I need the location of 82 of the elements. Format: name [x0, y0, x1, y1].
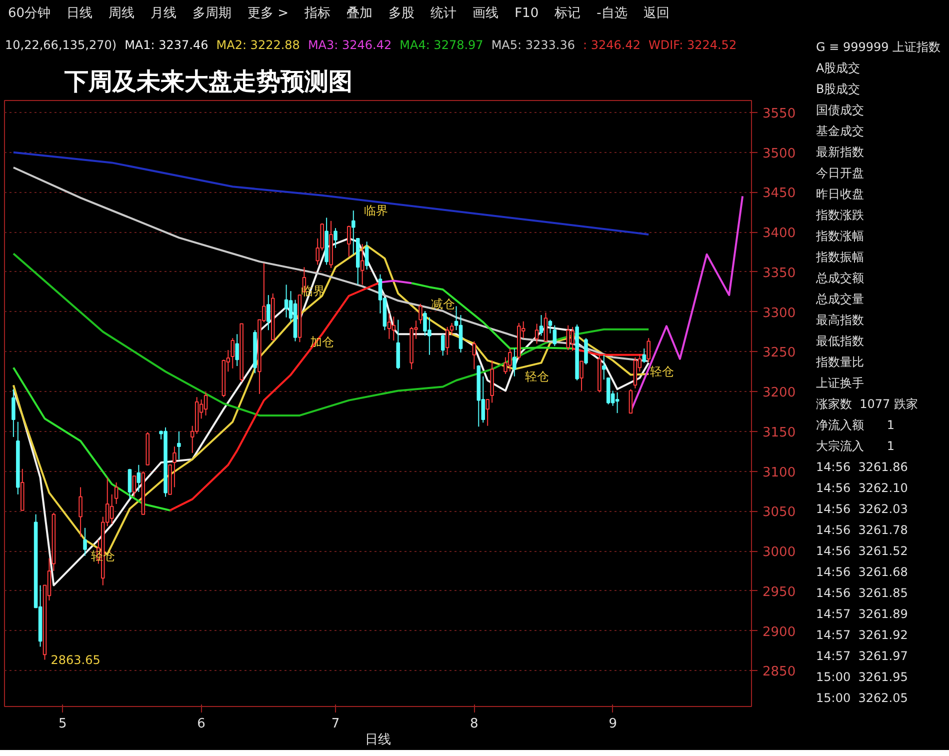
text: 指数涨幅 [816, 228, 865, 245]
text: 10,22,66,135,270) [5, 38, 117, 52]
chart-title: 下周及未来大盘走势预测图 [64, 68, 352, 96]
text: MA3: 3246.42 [308, 38, 392, 52]
text: : 3246.42 [583, 38, 640, 52]
y-tick-label: 3400 [762, 226, 796, 242]
y-tick-label: 3350 [762, 266, 796, 281]
x-tick-label: 6 [197, 716, 206, 732]
text: 指数涨跌 [816, 207, 865, 224]
y-tick-label: 3550 [762, 106, 796, 122]
annotation: 临界 [364, 204, 388, 218]
y-tick-label: 3000 [762, 545, 796, 560]
x-tick-label: 5 [58, 716, 67, 732]
annotation: 轻仓 [524, 369, 549, 384]
text: 上证换手 [816, 375, 865, 392]
text: 指标 [304, 6, 331, 21]
text: MA2: 3222.88 [216, 38, 300, 52]
text: 14:56 3261.68 [816, 564, 909, 581]
text: 今日开盘 [816, 165, 865, 182]
y-tick-label: 3450 [762, 186, 796, 202]
text: 总成交额 [816, 270, 865, 287]
text: 更多 > [248, 6, 289, 21]
text: MA4: 3278.97 [400, 38, 484, 52]
text: 15:00 3262.05 [816, 690, 909, 707]
text: 指数振幅 [816, 249, 865, 266]
text: 统计 [430, 6, 457, 21]
text: 叠加 [346, 6, 373, 21]
text: 多股 [388, 6, 415, 21]
text: 14:56 3261.78 [816, 522, 909, 539]
text: 多周期 [192, 6, 232, 21]
annotation: 轻仓 [650, 364, 674, 379]
annotation: 2863.65 [50, 653, 100, 668]
x-tick-label: 9 [608, 716, 617, 732]
text: 60分钟 [8, 6, 51, 21]
y-tick-label: 3200 [762, 386, 796, 401]
text: 返回 [643, 6, 670, 21]
text: 15:00 3261.95 [816, 669, 909, 686]
y-tick-label: 2950 [762, 584, 796, 600]
text: 14:56 3261.85 [816, 585, 909, 602]
text: 14:56 3261.52 [816, 543, 909, 560]
text: 14:57 3261.92 [816, 627, 909, 644]
y-tick-label: 3100 [762, 465, 796, 480]
text: 大宗流入 1 [816, 438, 896, 455]
x-tick-label: 7 [331, 716, 340, 732]
text: 标记 [554, 6, 581, 21]
y-tick-label: 3500 [762, 146, 796, 162]
text: 周线 [108, 6, 135, 21]
x-axis-title: 日线 [365, 732, 391, 748]
x-tick-label: 8 [470, 716, 478, 732]
y-tick-label: 3300 [762, 306, 796, 321]
y-tick-label: 2900 [762, 624, 796, 640]
text: 画线 [472, 6, 499, 21]
text: 14:56 3262.03 [816, 501, 909, 518]
text: G ≡ 999999 上证指数 [816, 39, 941, 56]
text: 指数量比 [816, 354, 865, 371]
text: 昨日收盘 [816, 186, 865, 203]
text: 总成交量 [816, 291, 865, 308]
y-tick-label: 3250 [762, 346, 796, 361]
text: B股成交 [816, 81, 862, 98]
y-tick-label: 3050 [762, 505, 796, 520]
text: -自选 [596, 6, 628, 21]
text: MA1: 3237.46 [124, 38, 208, 52]
text: 国债成交 [816, 102, 865, 119]
text: 涨家数 1077 跌家 [816, 396, 919, 413]
text: 最新指数 [816, 144, 865, 161]
text: MA5: 3233.36 [491, 38, 575, 52]
text: 14:57 3261.89 [816, 606, 909, 623]
text: 最低指数 [816, 333, 865, 350]
text: 最高指数 [816, 312, 865, 329]
y-tick-label: 3150 [762, 425, 796, 440]
text: 日线 [66, 6, 93, 21]
text: 14:56 3262.10 [816, 480, 909, 497]
text: 基金成交 [816, 123, 865, 140]
text: 14:57 3261.97 [816, 648, 909, 665]
text: F10 [514, 6, 539, 21]
text: A股成交 [816, 60, 862, 77]
text: WDIF: 3224.52 [648, 38, 737, 52]
text: 净流入额 1 [816, 417, 896, 434]
text: 月线 [150, 6, 177, 21]
text: 14:56 3261.86 [816, 459, 909, 476]
annotation: 减仓 [430, 296, 455, 311]
y-tick-label: 2850 [762, 664, 796, 680]
